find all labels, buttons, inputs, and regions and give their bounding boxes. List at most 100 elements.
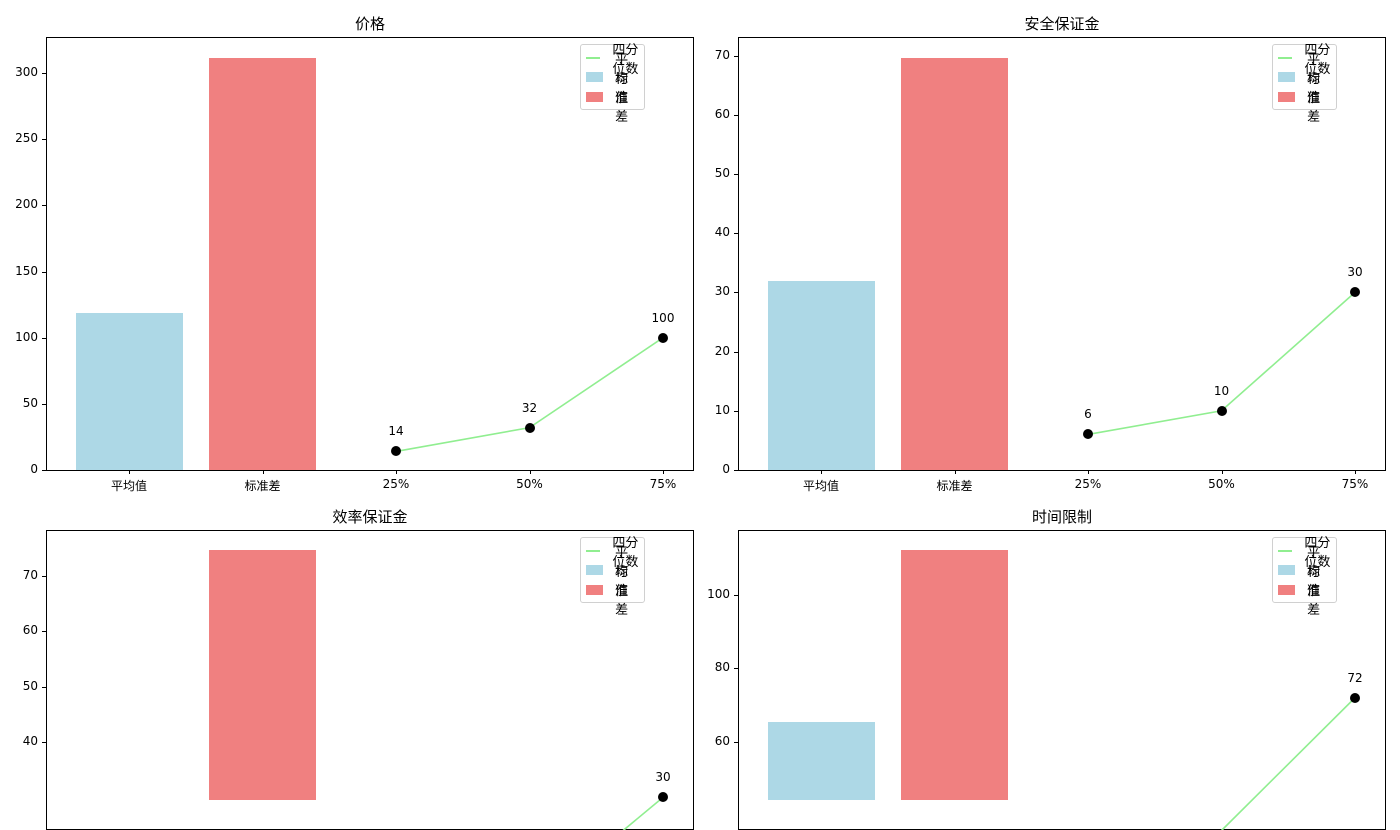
point-label: 30	[655, 770, 671, 785]
y-tick-label: 70	[22, 567, 38, 582]
legend-item-quartile: 四分位数	[586, 536, 639, 570]
point-label: 32	[521, 400, 538, 415]
box-swatch-icon	[1278, 91, 1296, 102]
legend: 四分位数 平均值 标准差	[1272, 536, 1338, 618]
x-tick-label: 平均值	[110, 479, 147, 493]
point-label: 100	[651, 310, 675, 325]
y-tick-label: 60	[22, 623, 38, 638]
std-bar	[901, 57, 1008, 470]
legend-label: 标准差	[1307, 72, 1321, 126]
y-tick-mark	[42, 575, 46, 577]
y-tick-label: 150	[15, 263, 38, 278]
subplot-title: 价格	[354, 15, 385, 33]
point-label: 10	[1213, 383, 1230, 398]
legend-label: 标准差	[615, 565, 629, 619]
y-tick-label: 100	[15, 329, 38, 344]
y-tick-label: 50	[714, 165, 730, 180]
quartile-marker	[391, 446, 401, 457]
legend-item-std: 标准差	[586, 72, 639, 125]
box-swatch-icon	[1278, 565, 1296, 576]
y-tick-mark	[42, 271, 46, 273]
box-swatch-icon	[586, 584, 604, 595]
box-swatch-icon	[1278, 584, 1296, 595]
legend-label: 四分位数	[1304, 535, 1331, 570]
y-tick-mark	[734, 668, 738, 670]
point-label: 30	[1347, 265, 1363, 280]
quartile-marker	[1350, 287, 1360, 298]
y-tick-label: 60	[714, 734, 730, 748]
y-tick-label: 10	[714, 402, 730, 417]
x-tick-label: 标准差	[936, 479, 973, 493]
std-bar	[901, 549, 1008, 800]
quartile-marker	[1350, 692, 1360, 703]
x-tick-label: 75%	[1341, 477, 1369, 491]
point-label: 14	[388, 424, 404, 439]
legend-item-quartile: 四分位数	[1278, 43, 1331, 77]
box-swatch-icon	[586, 91, 604, 102]
legend-item-std: 标准差	[586, 565, 639, 618]
y-tick-mark	[734, 351, 738, 353]
legend-label: 平均值	[615, 52, 629, 106]
subplot-title: 时间限制	[1031, 508, 1092, 526]
box-swatch-icon	[1278, 72, 1296, 83]
legend-item-quartile: 四分位数	[1278, 536, 1331, 570]
quartile-marker	[1083, 429, 1093, 440]
x-tick-mark	[262, 470, 264, 474]
legend-item-std: 标准差	[1278, 72, 1331, 125]
y-tick-mark	[734, 233, 738, 235]
y-tick-mark	[42, 470, 46, 471]
x-tick-label: 平均值	[802, 479, 839, 493]
y-tick-label: 80	[714, 660, 730, 675]
y-tick-mark	[42, 205, 46, 207]
quartile-marker	[658, 332, 668, 343]
y-tick-label: 40	[714, 225, 730, 240]
point-label: 72	[1347, 670, 1363, 685]
legend-item-mean: 平均值	[1278, 546, 1331, 599]
y-tick-label: 20	[714, 343, 730, 358]
line-swatch-icon	[586, 56, 601, 59]
legend-label: 四分位数	[1304, 42, 1331, 77]
legend-item-mean: 平均值	[586, 53, 639, 106]
legend-item-quartile: 四分位数	[586, 43, 639, 77]
mean-bar	[767, 281, 875, 470]
legend-label: 平均值	[615, 545, 629, 599]
y-tick-mark	[42, 73, 46, 74]
box-swatch-icon	[586, 72, 604, 83]
y-tick-mark	[42, 139, 46, 141]
y-tick-mark	[42, 337, 46, 339]
x-tick-label: 25%	[1074, 477, 1102, 491]
y-tick-mark	[734, 470, 738, 471]
point-label: 6	[1084, 407, 1092, 422]
y-tick-label: 250	[15, 131, 38, 146]
y-tick-label: 0	[722, 462, 730, 476]
y-tick-mark	[734, 55, 738, 57]
y-tick-label: 200	[15, 197, 38, 212]
legend: 四分位数 平均值 标准差	[580, 536, 646, 618]
legend-item-std: 标准差	[1278, 565, 1331, 618]
y-tick-mark	[734, 742, 738, 743]
y-tick-mark	[42, 742, 46, 743]
x-tick-mark	[129, 470, 130, 474]
std-bar	[209, 550, 316, 800]
subplot-title: 效率保证金	[332, 508, 408, 526]
x-tick-mark	[1355, 470, 1356, 474]
legend: 四分位数 平均值 标准差	[580, 43, 646, 125]
legend-item-mean: 平均值	[1278, 53, 1331, 106]
y-tick-label: 60	[714, 106, 730, 121]
x-tick-label: 50%	[1208, 477, 1235, 491]
x-tick-label: 标准差	[244, 479, 281, 493]
y-tick-label: 30	[714, 284, 730, 299]
x-tick-label: 25%	[382, 477, 410, 491]
y-tick-mark	[734, 292, 738, 294]
mean-bar	[75, 313, 183, 470]
legend-label: 标准差	[615, 72, 629, 126]
x-tick-mark	[1221, 470, 1223, 474]
std-bar	[209, 58, 316, 470]
y-tick-label: 70	[714, 47, 730, 62]
y-tick-label: 0	[30, 462, 38, 476]
legend-label: 四分位数	[612, 42, 639, 77]
y-tick-mark	[734, 173, 738, 175]
quartile-marker	[1216, 405, 1227, 416]
y-tick-mark	[42, 631, 46, 633]
y-tick-label: 40	[22, 734, 38, 748]
